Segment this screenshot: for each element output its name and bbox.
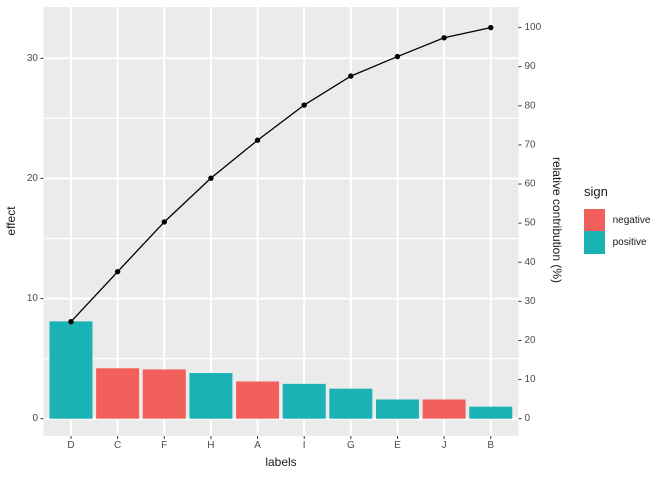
bar-B [469,406,513,419]
bar-D [49,321,93,419]
bar-G [329,388,373,419]
y-right-tick-label: 20 [525,335,537,346]
x-tick-label-B: B [487,440,494,451]
y-left-tick-label: 10 [27,293,39,304]
y-right-tick-label: 0 [525,413,531,424]
bar-I [282,383,326,419]
y-right-tick-label: 100 [525,22,542,33]
y-axis-title-right: relative contribution (%) [550,156,564,284]
bar-H [189,373,233,419]
legend-swatch-negative [584,209,605,232]
y-right-tick-label: 30 [525,296,537,307]
legend: sign negative positive [584,184,650,254]
x-tick-label-A: A [254,440,261,451]
legend-title: sign [584,184,608,199]
y-right-tick-label: 50 [525,218,537,229]
point-B [488,24,494,31]
bar-F [142,369,186,419]
x-tick-label-E: E [394,440,401,451]
bar-A [236,381,280,419]
legend-label-positive: positive [612,237,647,249]
legend-swatch-positive [584,231,605,254]
x-tick-label-I: I [303,440,306,451]
cumulative-line [70,26,491,323]
x-tick-label-C: C [114,440,121,451]
point-H [208,175,214,181]
x-axis-title: labels [265,455,297,469]
y-left-tick-label: 30 [27,53,39,64]
point-A [254,137,261,143]
x-tick-label-J: J [442,440,447,451]
legend-keys: negative positive [584,209,650,254]
legend-item-negative: negative [584,209,651,232]
point-F [161,219,167,225]
point-J [441,35,447,41]
y-right-tick-label: 10 [525,374,537,385]
bar-J [422,399,466,419]
y-right-tick-label: 60 [525,179,537,190]
point-C [114,268,121,275]
x-tick-label-D: D [67,440,74,451]
y-left-tick-label: 0 [32,413,38,424]
point-G [348,73,354,79]
bar-E [375,399,419,419]
point-D [68,319,74,325]
plot-panel [43,7,519,436]
y-right-tick-label: 90 [525,61,537,72]
bar-C [96,368,140,419]
y-right-tick-label: 70 [525,139,537,150]
x-tick-label-H: H [207,440,214,451]
y-right-tick-label: 80 [525,100,537,111]
legend-label-negative: negative [612,214,651,226]
y-left-tick-label: 20 [27,173,39,184]
y-right-tick-label: 40 [525,257,537,268]
point-E [394,53,401,60]
y-axis-title-left: effect [4,206,18,236]
point-I [301,102,307,108]
x-tick-label-G: G [347,440,355,451]
legend-item-positive: positive [584,231,650,254]
x-tick-label-F: F [161,440,167,451]
